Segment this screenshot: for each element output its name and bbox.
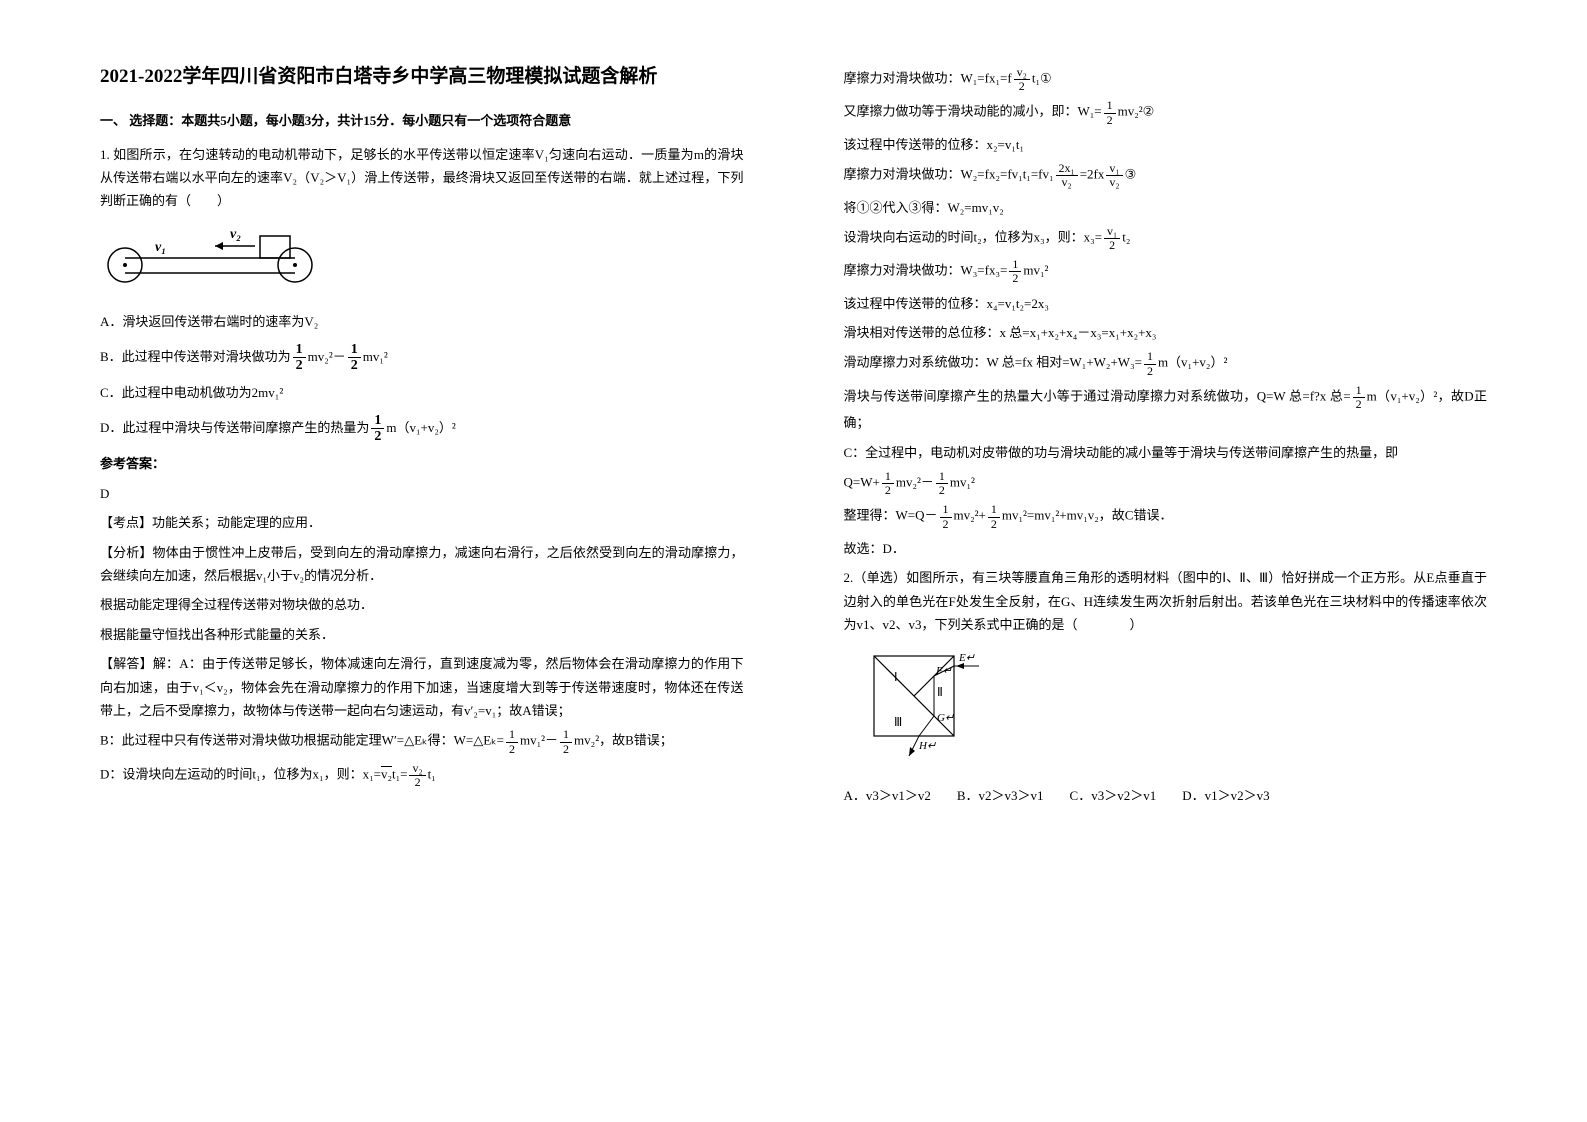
fenxi-2: 根据动能定理得全过程传送带对物块做的总功． — [100, 593, 744, 616]
answer-label: 参考答案： — [100, 452, 744, 475]
document-title: 2021-2022学年四川省资阳市白塔寺乡中学高三物理模拟试题含解析 — [100, 60, 744, 94]
q2-stem: 2.（单选）如图所示，有三块等腰直角三角形的透明材料（图中的Ⅰ、Ⅱ、Ⅲ）恰好拼成… — [844, 566, 1488, 636]
jieda-b: B：此过程中只有传送带对滑块做功根据动能定理W′=△Eₖ得：W=△Eₖ=12mv… — [100, 728, 744, 755]
col2-line5: 将①②代入③得：W₂=mv₁v₂ — [844, 196, 1488, 219]
point-h-label: H↵ — [918, 740, 936, 752]
prism-diagram: Ⅰ Ⅱ Ⅲ E↵ F↵ G↵ H↵ — [864, 646, 1488, 773]
jieda-a: 【解答】解：A：由于传送带足够长，物体减速向左滑行，直到速度减为零，然后物体会在… — [100, 652, 744, 722]
v2-label: v₂ — [230, 227, 241, 242]
col2-line12: C：全过程中，电动机对皮带做的功与滑块动能的减小量等于滑块与传送带间摩擦产生的热… — [844, 441, 1488, 464]
v1-label: v₁ — [155, 240, 166, 255]
q1-stem: 1. 如图所示，在匀速转动的电动机带动下，足够长的水平传送带以恒定速率V₁匀速向… — [100, 143, 744, 213]
point-f-label: F↵ — [935, 665, 952, 677]
col2-line1: 摩擦力对滑块做功：W₁=fx₁=fv₂2t₁① — [844, 66, 1488, 93]
option-c: C．此过程中电动机做功为2mv₁² — [100, 381, 744, 404]
fenxi-3: 根据能量守恒找出各种形式能量的关系． — [100, 623, 744, 646]
point-g-label: G↵ — [937, 712, 954, 724]
col2-line4: 摩擦力对滑块做功：W₂=fx₂=fv₁t₁=fv₁2x₁v₂=2fxv₁v₂③ — [844, 162, 1488, 189]
option-b: B．此过程中传送带对滑块做功为12mv₂²－12mv₁² — [100, 342, 744, 374]
answer-value: D — [100, 482, 744, 505]
kaodian: 【考点】功能关系；动能定理的应用． — [100, 511, 744, 534]
left-column: 2021-2022学年四川省资阳市白塔寺乡中学高三物理模拟试题含解析 一、 选择… — [0, 0, 794, 1122]
point-e-label: E↵ — [958, 652, 975, 664]
fenxi-1: 【分析】物体由于惯性冲上皮带后，受到向左的滑动摩擦力，减速向右滑行，之后依然受到… — [100, 541, 744, 588]
jieda-d: D：设滑块向左运动的时间t₁，位移为x₁，则：x₁=v₂t₁=v₂2t₁ — [100, 762, 744, 789]
region-2-label: Ⅱ — [937, 685, 943, 699]
belt-diagram: v₂ v₁ — [100, 223, 744, 300]
col2-line15: 故选：D． — [844, 537, 1488, 560]
col2-line3: 该过程中传送带的位移：x₂=v₁t₁ — [844, 133, 1488, 156]
region-1-label: Ⅰ — [894, 670, 898, 684]
section-header: 一、 选择题：本题共5小题，每小题3分，共计15分．每小题只有一个选项符合题意 — [100, 109, 744, 132]
region-3-label: Ⅲ — [894, 715, 902, 729]
col2-line6: 设滑块向右运动的时间t₂，位移为x₃，则：x₃=v₁2t₂ — [844, 225, 1488, 252]
col2-line7: 摩擦力对滑块做功：W₃=fx₃=12mv₁² — [844, 258, 1488, 285]
right-column: 摩擦力对滑块做功：W₁=fx₁=fv₂2t₁① 又摩擦力做功等于滑块动能的减小，… — [794, 0, 1587, 1122]
col2-line9: 滑块相对传送带的总位移：x 总=x₁+x₂+x₄－x₃=x₁+x₂+x₃ — [844, 321, 1488, 344]
option-d: D．此过程中滑块与传送带间摩擦产生的热量为12m（v₁+v₂）² — [100, 413, 744, 445]
col2-line2: 又摩擦力做功等于滑块动能的减小，即：W₁=12mv₂²② — [844, 99, 1488, 126]
col2-line11: 滑块与传送带间摩擦产生的热量大小等于通过滑动摩擦力对系统做功，Q=W 总=f?x… — [844, 384, 1488, 435]
col2-line10: 滑动摩擦力对系统做功：W 总=fx 相对=W₁+W₂+W₃=12m（v₁+v₂）… — [844, 350, 1488, 377]
col2-line8: 该过程中传送带的位移：x₄=v₁t₂=2x₃ — [844, 292, 1488, 315]
q2-options: A．v3＞v1＞v2 B．v2＞v3＞v1 C．v3＞v2＞v1 D．v1＞v2… — [844, 784, 1488, 807]
option-a: A．滑块返回传送带右端时的速率为V₂ — [100, 310, 744, 333]
col2-line13: Q=W+12mv₂²－12mv₁² — [844, 470, 1488, 497]
col2-line14: 整理得：W=Q－12mv₂²+12mv₁²=mv₁²+mv₁v₂，故C错误． — [844, 503, 1488, 530]
page-container: 2021-2022学年四川省资阳市白塔寺乡中学高三物理模拟试题含解析 一、 选择… — [0, 0, 1587, 1122]
